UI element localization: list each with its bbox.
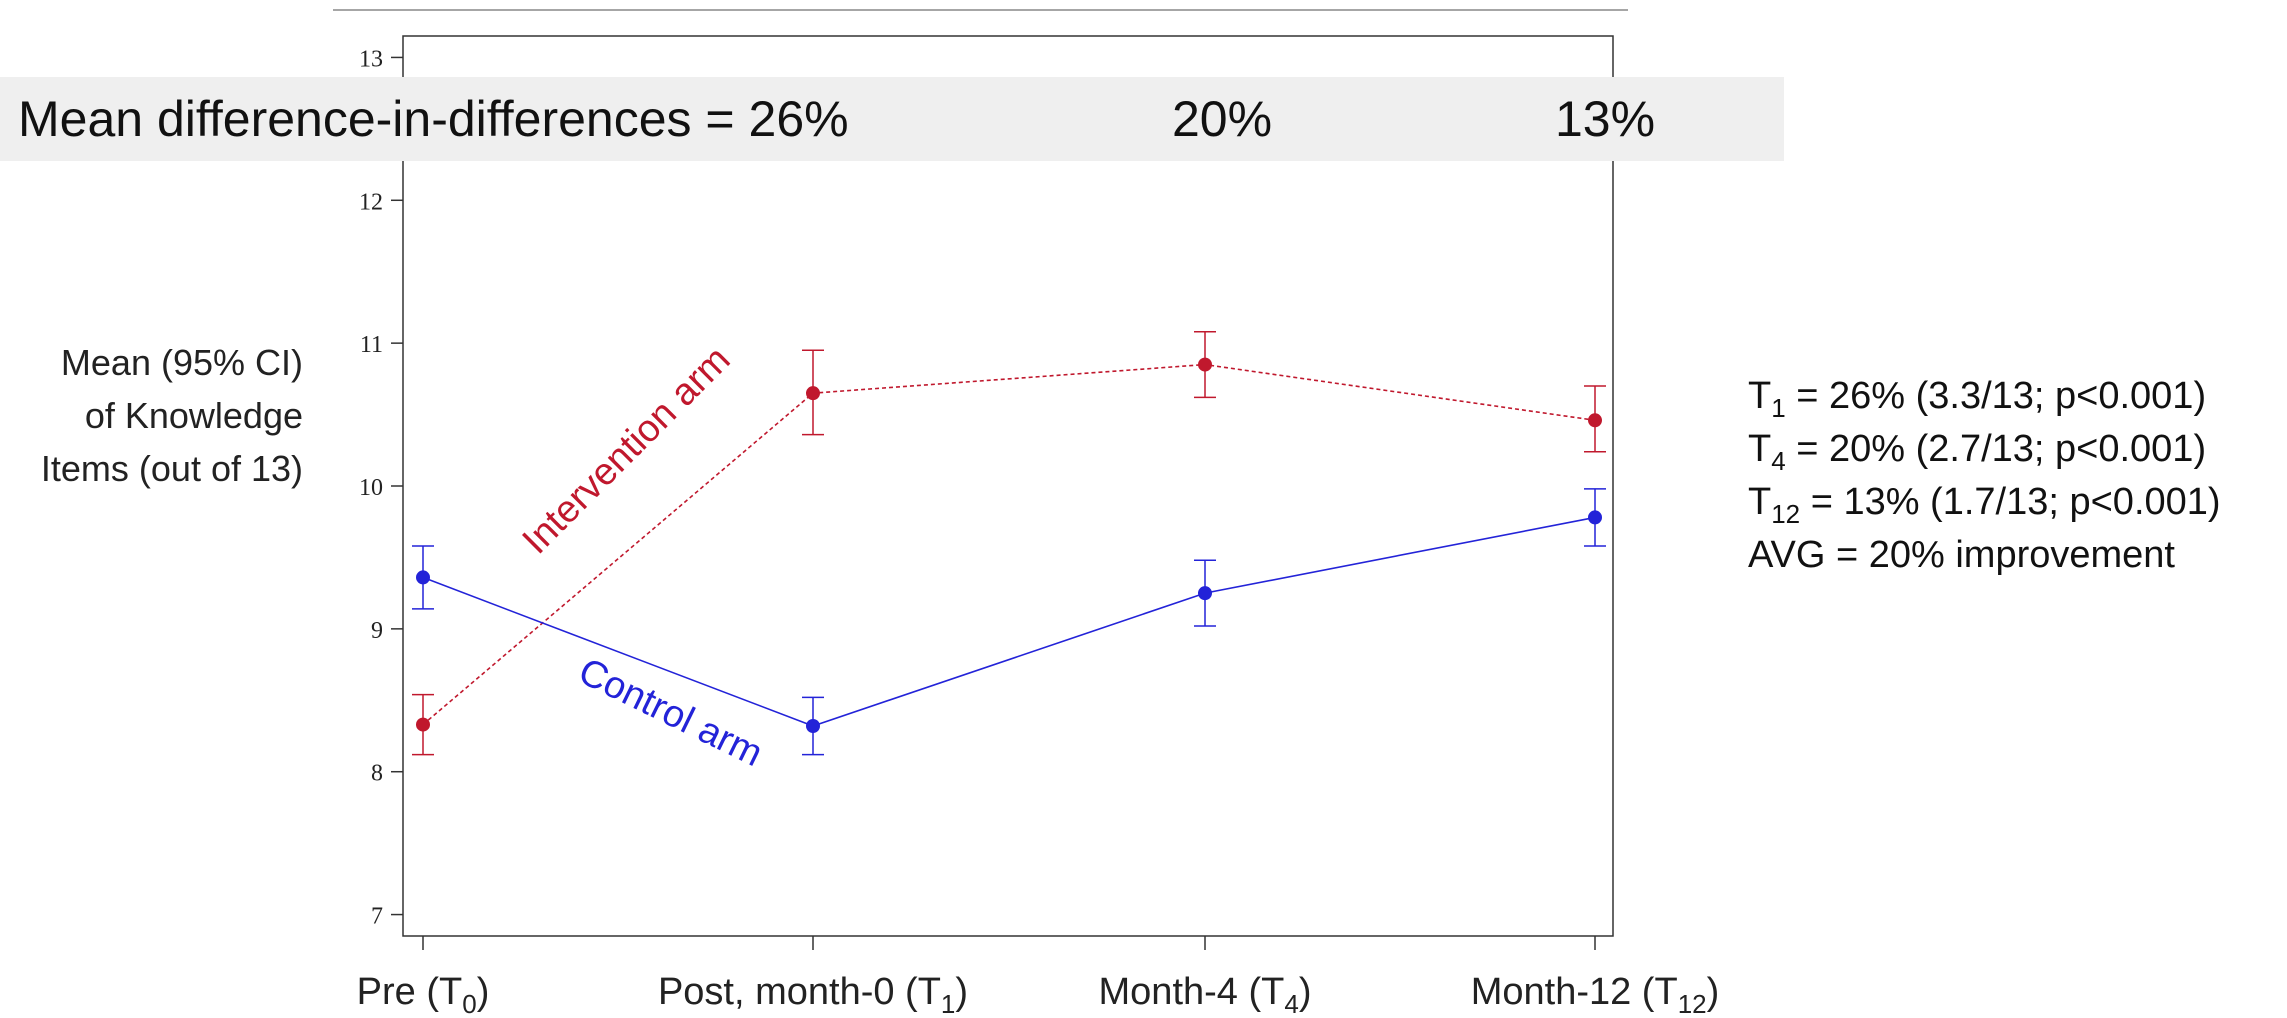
intervention-arm-point [806,386,820,401]
y-tick-label: 11 [360,332,383,358]
intervention-arm-label: Intervention arm [515,339,739,563]
y-tick-label: 12 [359,189,383,215]
did-banner: Mean difference-in-differences = 26% 20%… [0,77,1784,161]
x-tick-label: Month-4 (T4) [1099,971,1312,1018]
did-banner-background [0,77,1784,161]
did-banner-t12: 13% [1555,91,1655,147]
control-arm-series [412,488,1606,756]
control-arm-label: Control arm [572,650,769,775]
y-tick-label: 13 [359,46,383,72]
y-axis-title: Mean (95% CI) of Knowledge Items (out of… [41,342,303,489]
intervention-arm-point [1198,357,1212,372]
x-tick-label: Month-12 (T12) [1471,971,1720,1018]
intervention-arm-series [412,330,1606,756]
y-tick-label: 7 [371,904,383,930]
y-axis-title-line-1: Mean (95% CI) [61,342,303,383]
y-tick-label: 8 [371,761,383,787]
y-axis-title-line-2: of Knowledge [85,395,303,436]
intervention-arm-line [422,363,1596,726]
control-arm-line [422,516,1596,727]
control-arm-point [416,570,430,585]
control-arm-point [806,719,820,733]
x-axis: Pre (T0) Post, month-0 (T1) Month-4 (T4) Mo… [357,936,1720,1018]
y-tick-label: 10 [359,475,383,501]
stats-line: T12 = 13% (1.7/13; p<0.001) [1748,481,2221,529]
did-banner-label: Mean difference-in-differences = 26% [18,91,849,147]
x-tick-label: Post, month-0 (T1) [658,971,968,1018]
y-axis: 7 8 9 10 11 12 13 [359,46,403,930]
stats-line: T4 = 20% (2.7/13; p<0.001) [1748,428,2206,476]
stats-line: AVG = 20% improvement [1748,534,2175,576]
control-arm-point [1198,586,1212,601]
control-arm-point [1588,510,1602,525]
x-tick-label: Pre (T0) [357,971,490,1018]
stats-line: T1 = 26% (3.3/13; p<0.001) [1748,375,2206,423]
did-banner-t4: 20% [1172,91,1272,147]
intervention-arm-point [1588,413,1602,428]
y-axis-title-line-3: Items (out of 13) [41,448,303,489]
series-layer [412,330,1606,756]
y-tick-label: 9 [371,618,383,644]
intervention-arm-point [416,717,430,732]
stats-block: T1 = 26% (3.3/13; p<0.001) T4 = 20% (2.7/… [1748,375,2221,576]
